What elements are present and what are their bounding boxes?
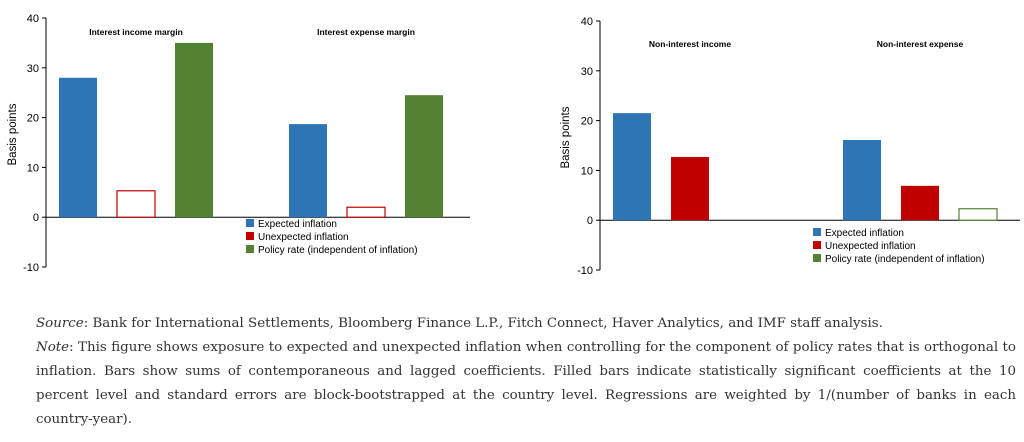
legend-swatch — [246, 245, 254, 253]
source-caption: Source: Bank for International Settlemen… — [36, 312, 1016, 336]
y-tick-label: 10 — [27, 162, 39, 174]
source-text: : Bank for International Settlements, Bl… — [83, 316, 883, 331]
group-title: Interest income margin — [89, 27, 183, 37]
left-chart: -10 0 10 20 30 40 Basis points Interest income … — [7, 13, 470, 274]
legend-swatch — [813, 254, 821, 262]
legend-label: Policy rate (independent of inflation) — [825, 254, 985, 265]
bar-policy-rate-independent-of-inflation — [958, 208, 998, 221]
legend-label: Expected inflation — [258, 219, 337, 230]
right-chart: -10 0 10 20 30 40 Basis points Non-interest inc… — [560, 16, 1020, 277]
y-tick-label: 0 — [33, 212, 39, 224]
group-title: Interest expense margin — [317, 27, 415, 37]
y-tick-label: 30 — [27, 63, 39, 75]
legend-swatch — [246, 219, 254, 227]
legend-swatch — [813, 228, 821, 236]
bar-policy-rate-independent-of-inflation — [175, 42, 213, 218]
legend-label: Policy rate (independent of inflation) — [258, 245, 418, 256]
y-tick-label: 20 — [27, 113, 39, 125]
y-tick-label: 30 — [581, 66, 593, 78]
bar-expected-inflation — [613, 113, 651, 221]
y-tick-label: -10 — [577, 265, 593, 277]
y-tick-label: 40 — [581, 16, 593, 28]
y-axis-label: Basis points — [7, 103, 19, 165]
bar-unexpected-inflation — [671, 156, 709, 221]
y-axis-label: Basis points — [560, 106, 572, 168]
y-tick-label: -10 — [23, 262, 39, 274]
bar-expected-inflation — [289, 124, 327, 218]
legend-swatch — [246, 232, 254, 240]
group-title: Non-interest expense — [877, 39, 964, 49]
y-tick-label: 10 — [581, 165, 593, 177]
y-tick-label: 20 — [581, 116, 593, 128]
y-tick-label: 0 — [587, 215, 593, 227]
bar-policy-rate-independent-of-inflation — [405, 95, 443, 218]
legend-label: Unexpected inflation — [258, 232, 349, 243]
bar-expected-inflation — [843, 140, 881, 221]
group-title: Non-interest income — [649, 39, 731, 49]
y-tick-label: 40 — [27, 13, 39, 25]
bar-expected-inflation — [59, 77, 97, 218]
bar-unexpected-inflation — [901, 185, 939, 221]
source-label: Source — [36, 316, 84, 331]
legend-swatch — [813, 241, 821, 249]
bar-unexpected-inflation — [116, 190, 156, 218]
bar-unexpected-inflation — [346, 206, 386, 218]
legend-label: Expected inflation — [825, 228, 904, 239]
note-caption: Note: This figure shows exposure to expe… — [36, 336, 1016, 432]
note-label: Note — [36, 340, 70, 355]
note-text: : This figure shows exposure to expected… — [36, 340, 1016, 427]
legend-label: Unexpected inflation — [825, 241, 916, 252]
